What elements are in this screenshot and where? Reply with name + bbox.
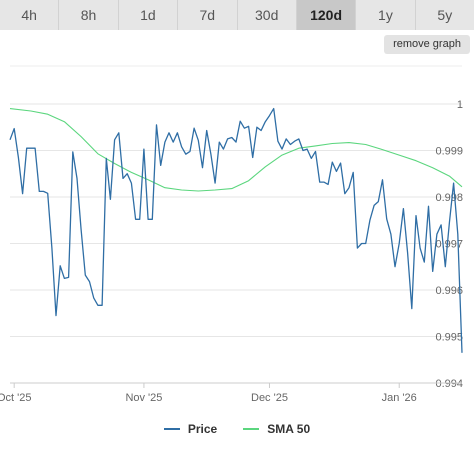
- series-line-sma-50: [9, 108, 463, 192]
- series-line-price: [9, 107, 463, 353]
- x-axis: Oct '25 Nov '25 Dec '25 Jan '26: [0, 382, 462, 404]
- tab-30d[interactable]: 30d: [237, 0, 297, 30]
- legend: Price SMA 50: [0, 418, 474, 440]
- x-tick-label: Dec '25: [251, 392, 288, 404]
- x-tick-label: Oct '25: [0, 392, 31, 404]
- y-tick-label: 0.999: [435, 146, 463, 158]
- tab-4h[interactable]: 4h: [0, 0, 60, 30]
- tab-120d[interactable]: 120d: [296, 0, 357, 30]
- x-tick-label: Jan '26: [382, 392, 417, 404]
- legend-swatch-sma-50: [243, 428, 260, 430]
- remove-graph-button[interactable]: remove graph: [384, 35, 470, 54]
- y-tick-label: 0.994: [435, 378, 463, 390]
- legend-label-price: Price: [187, 422, 218, 436]
- tab-8h[interactable]: 8h: [59, 0, 119, 30]
- y-tick-label: 0.995: [435, 332, 463, 344]
- series: [9, 107, 463, 353]
- y-tick-label: 1: [457, 99, 463, 111]
- legend-swatch-price: [163, 428, 180, 430]
- tab-1y[interactable]: 1y: [356, 0, 416, 30]
- legend-item-price[interactable]: Price: [163, 418, 218, 440]
- tab-1d[interactable]: 1d: [118, 0, 179, 30]
- grid: [10, 65, 462, 384]
- x-tick-label: Nov '25: [125, 392, 162, 404]
- legend-item-sma-50[interactable]: SMA 50: [243, 418, 310, 440]
- range-tabs: 4h 8h 1d 7d 30d 120d 1y 5y: [0, 0, 474, 30]
- y-tick-label: 0.996: [435, 285, 463, 297]
- y-tick-label: 0.998: [435, 192, 463, 204]
- legend-label-sma-50: SMA 50: [267, 422, 311, 436]
- tab-5y[interactable]: 5y: [415, 0, 474, 30]
- tab-7d[interactable]: 7d: [178, 0, 238, 30]
